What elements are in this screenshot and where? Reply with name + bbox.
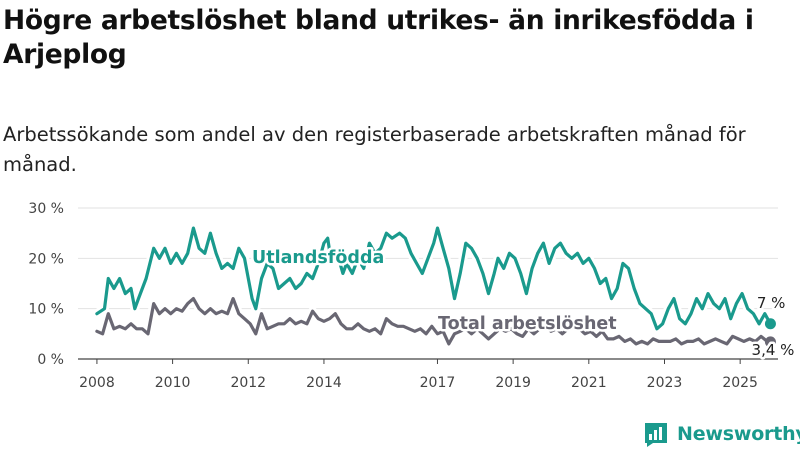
x-tick-label: 2017 [420, 375, 456, 391]
chart-title: Högre arbetslöshet bland utrikes- än inr… [3, 5, 754, 70]
x-tick-label: 2008 [79, 375, 115, 391]
end-value-total: 3,4 % [752, 341, 795, 359]
y-tick-label: 30 % [28, 201, 64, 217]
series-label-total: Total arbetslöshet [438, 314, 617, 334]
newsworthy-logo[interactable]: Newsworthy [643, 420, 800, 448]
newsworthy-logo-text: Newsworthy [677, 423, 800, 445]
series-label-utlandsfodda: Utlandsfödda [252, 248, 384, 268]
series-line [95, 297, 772, 346]
y-tick-label: 10 % [28, 302, 64, 318]
x-tick-label: 2019 [495, 375, 531, 391]
x-tick-label: 2023 [647, 375, 683, 391]
series-line [95, 226, 772, 331]
y-tick-label: 0 % [37, 352, 64, 368]
series-end-dot [764, 336, 776, 348]
end-value-utlandsfodda-halo: 7 % [757, 294, 786, 312]
end-value-total-halo: 3,4 % [752, 341, 795, 359]
x-axis: 2008 2010 2012 2014 2017 2019 2021 2023 2025 [79, 359, 758, 391]
series-lines [92, 223, 776, 349]
y-tick-label: 20 % [28, 251, 64, 267]
chart-subtitle: Arbetssökande som andel av den registerb… [3, 123, 746, 176]
x-tick-label: 2025 [722, 375, 758, 391]
y-axis: 0 % 10 % 20 % 30 % [28, 201, 64, 368]
x-tick-label: 2012 [230, 375, 266, 391]
x-tick-label: 2010 [155, 375, 191, 391]
series-label-utlandsfodda-halo: Utlandsfödda [252, 248, 384, 268]
x-tick-label: 2014 [306, 375, 342, 391]
series-end-dot [764, 318, 776, 330]
newsworthy-logo-icon [645, 423, 667, 447]
x-tick-label: 2021 [571, 375, 607, 391]
series-label-total-halo: Total arbetslöshet [438, 314, 617, 334]
end-value-utlandsfodda: 7 % [757, 294, 786, 312]
